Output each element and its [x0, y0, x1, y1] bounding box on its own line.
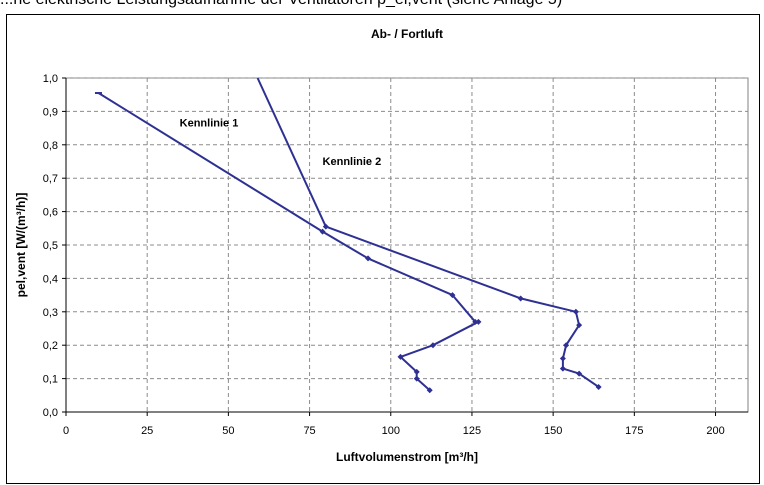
- y-tick-label: 0,9: [43, 106, 58, 118]
- x-tick-label: 150: [544, 425, 562, 437]
- y-tick-label: 0,8: [43, 140, 58, 152]
- x-tick-label: 175: [625, 425, 643, 437]
- data-point: [413, 368, 420, 375]
- tick-labels: 0 25 50 75 100 125 150 175 200 0,0 0,1 0,2 0,3 0,4 0,5…: [43, 73, 725, 437]
- data-point: [426, 387, 433, 394]
- chart: 0 25 50 75 100 125 150 175 200 0,0 0,1 0,2 0,3 0,4 0,5…: [14, 27, 749, 464]
- annotation-label: Kennlinie 1: [180, 117, 239, 129]
- y-tick-label: 0,7: [43, 173, 58, 185]
- series-line-2: [256, 77, 600, 388]
- data-point: [559, 355, 566, 362]
- x-tick-label: 100: [382, 425, 400, 437]
- chart-frame: 0 25 50 75 100 125 150 175 200 0,0 0,1 0,2 0,3 0,4 0,5…: [6, 14, 760, 484]
- y-tick-label: 0,2: [43, 340, 58, 352]
- data-point: [559, 365, 566, 372]
- y-tick-label: 0,5: [43, 240, 58, 252]
- data-point: [429, 342, 436, 349]
- data-point: [449, 292, 456, 299]
- x-tick-label: 200: [706, 425, 724, 437]
- data-point: [475, 318, 482, 325]
- data-point: [563, 342, 570, 349]
- x-tick-label: 75: [303, 425, 315, 437]
- data-point: [595, 383, 602, 390]
- annotations: Kennlinie 1 Kennlinie 2: [180, 117, 382, 167]
- y-tick-label: 0,3: [43, 307, 58, 319]
- x-tick-label: 50: [222, 425, 234, 437]
- annotation-label: Kennlinie 2: [323, 156, 382, 168]
- y-tick-label: 1,0: [43, 73, 58, 85]
- gridlines: [62, 77, 748, 416]
- x-tick-label: 25: [141, 425, 153, 437]
- y-tick-label: 0,6: [43, 207, 58, 219]
- data-point: [517, 295, 524, 302]
- data-point: [472, 318, 479, 325]
- y-tick-label: 0,1: [43, 374, 58, 386]
- y-tick-label: 0,0: [43, 407, 58, 419]
- data-point: [322, 223, 329, 230]
- data-point: [576, 322, 583, 329]
- data-point: [397, 353, 404, 360]
- data-point: [576, 370, 583, 377]
- data-point: [319, 228, 326, 235]
- data-point: [413, 375, 420, 382]
- data-point: [572, 308, 579, 315]
- x-tick-label: 0: [63, 425, 69, 437]
- x-axis-label: Luftvolumenstrom [m³/h]: [336, 450, 478, 464]
- y-axis-label: pel,vent [W/(m³/h)]: [14, 193, 28, 298]
- x-tick-label: 125: [463, 425, 481, 437]
- chart-title: Ab- / Fortluft: [371, 27, 443, 41]
- document-caption: ...ne elektrische Leistungsaufnahme der …: [0, 0, 764, 15]
- y-tick-label: 0,4: [43, 273, 58, 285]
